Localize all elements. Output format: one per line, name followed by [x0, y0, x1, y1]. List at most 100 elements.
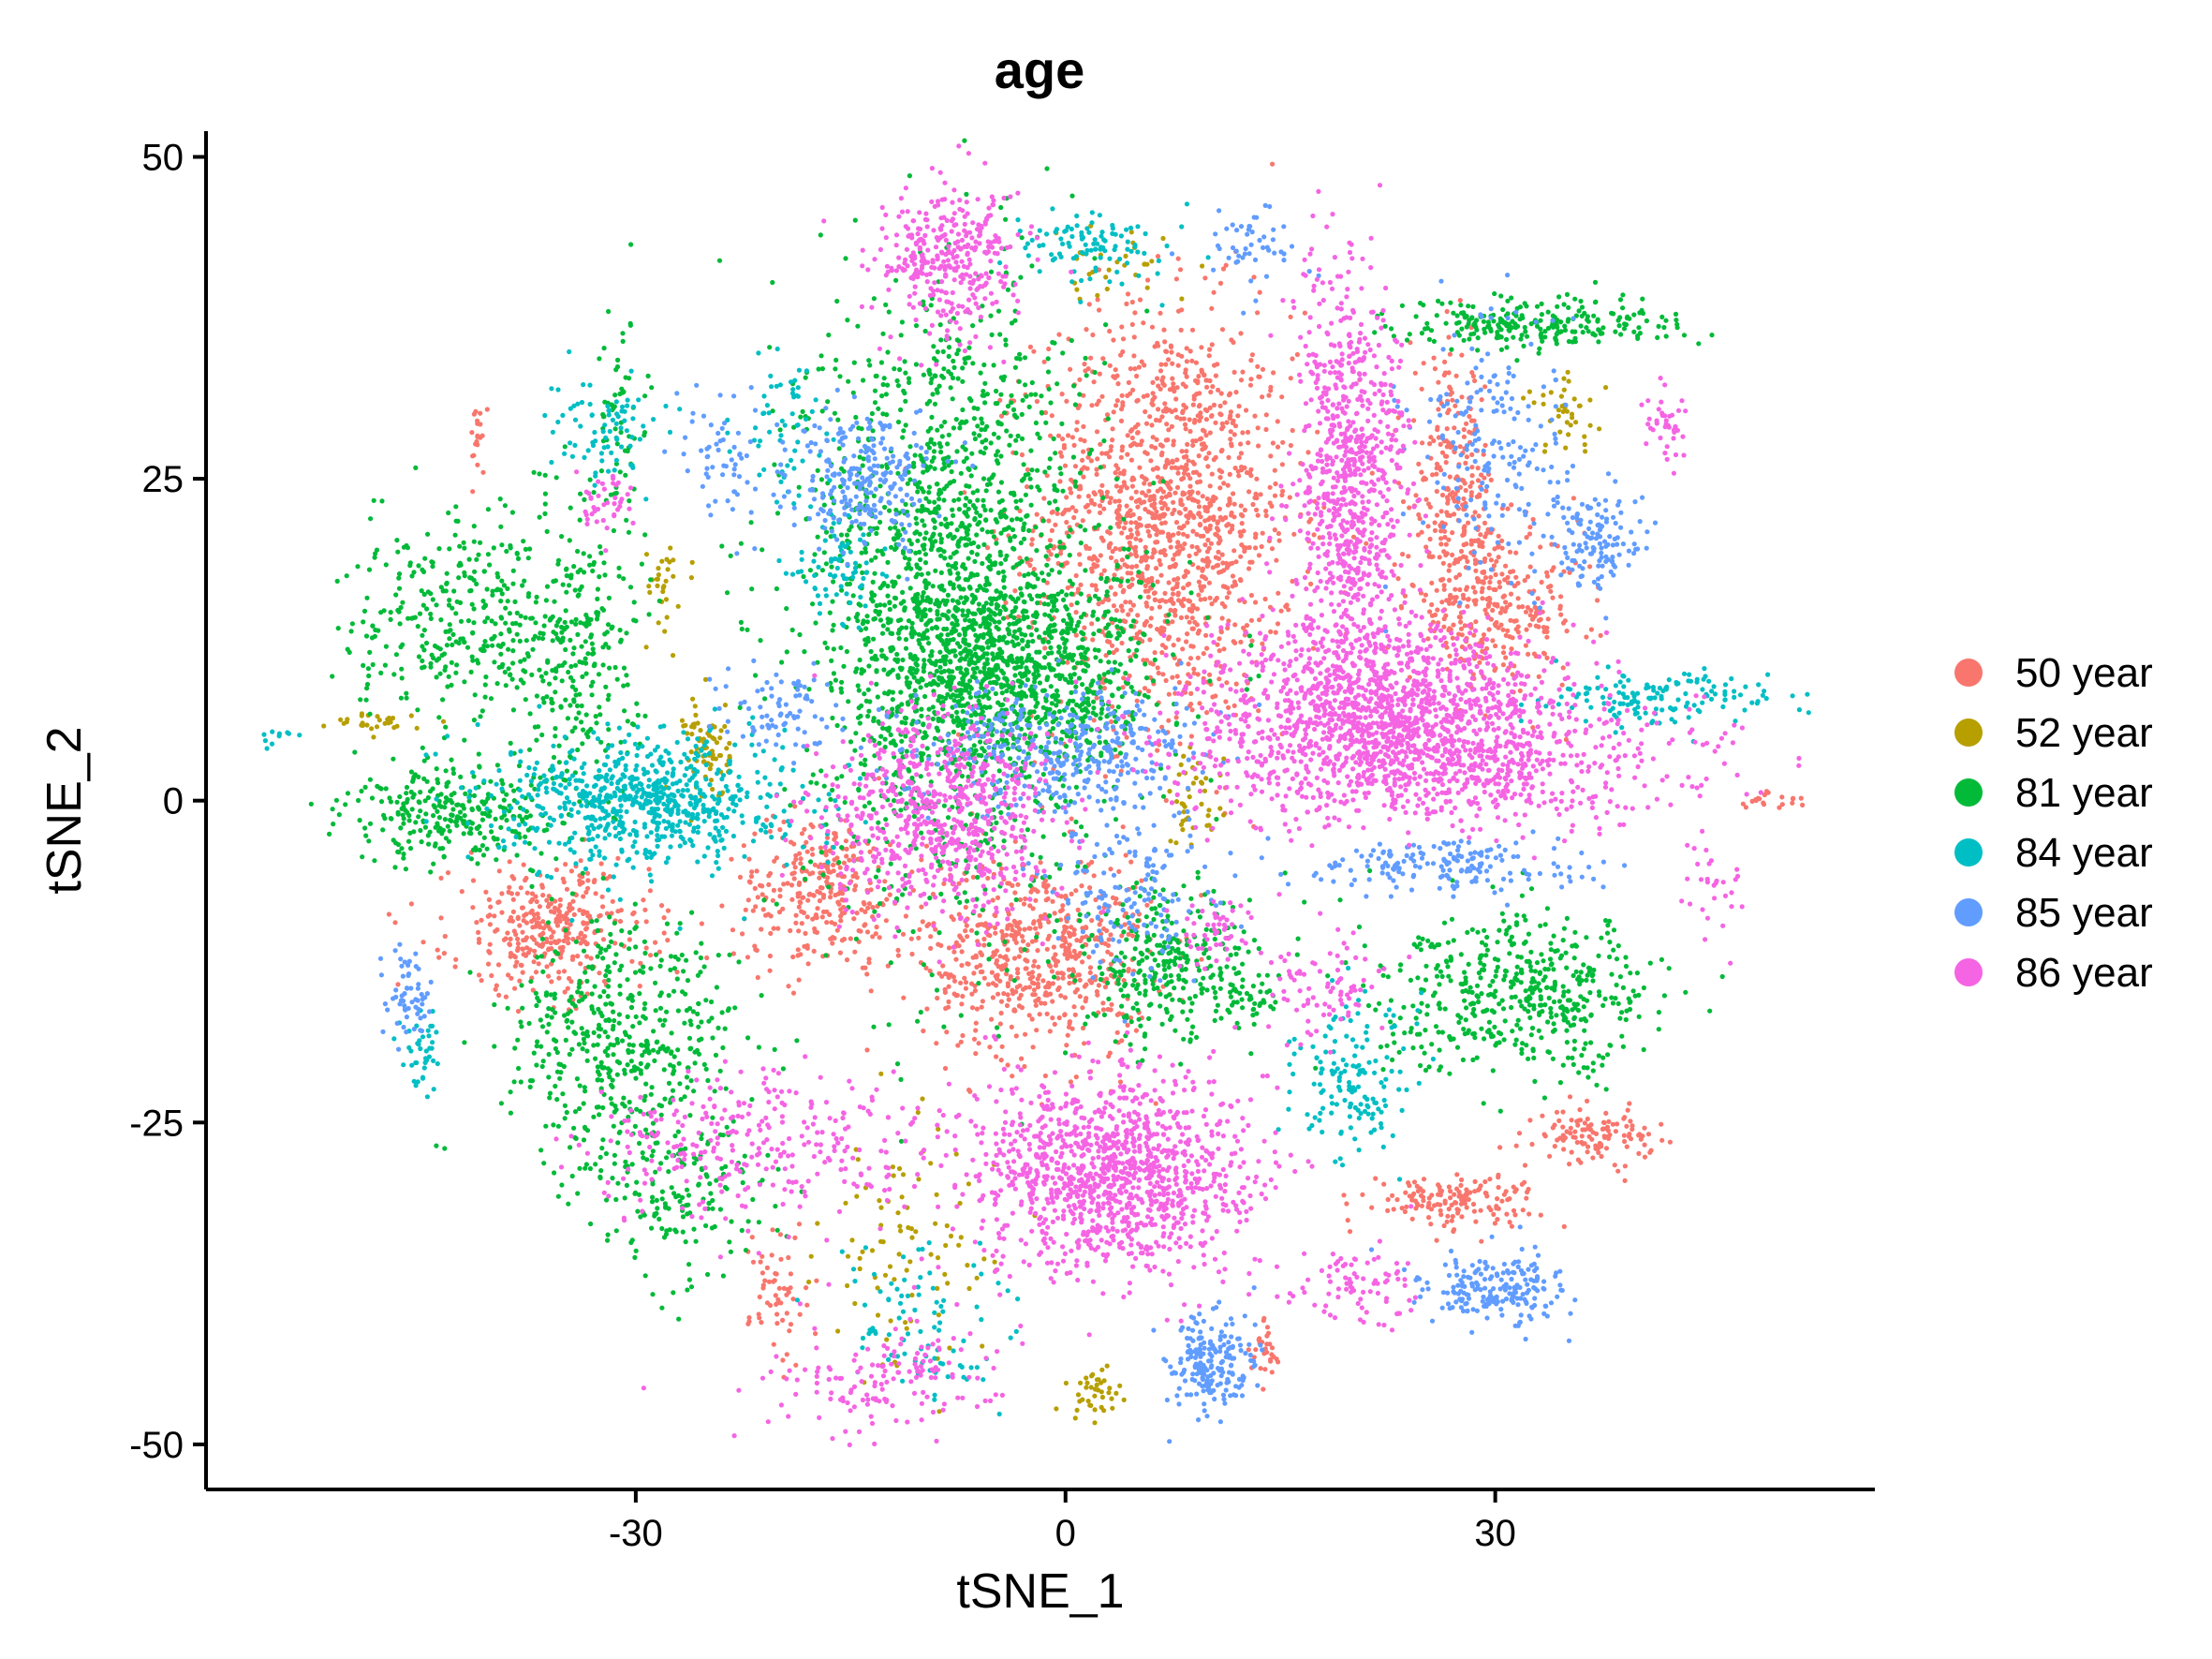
- data-point: [1459, 1177, 1465, 1183]
- data-point: [1129, 564, 1135, 570]
- data-point: [928, 945, 934, 952]
- data-point: [1179, 353, 1185, 359]
- data-point: [508, 936, 513, 942]
- data-point: [1258, 1366, 1263, 1371]
- data-point: [1185, 533, 1190, 540]
- data-point: [1429, 580, 1435, 586]
- data-point: [1045, 896, 1051, 902]
- data-point: [1099, 482, 1105, 488]
- data-point: [597, 912, 603, 918]
- data-point: [851, 916, 857, 922]
- data-point: [1073, 632, 1079, 638]
- data-point: [1024, 393, 1029, 399]
- data-point: [807, 871, 813, 877]
- data-point: [1011, 918, 1017, 925]
- data-point: [1057, 551, 1064, 556]
- data-point: [936, 1126, 941, 1132]
- data-point: [1133, 544, 1139, 550]
- data-point: [1268, 1356, 1274, 1362]
- data-point: [665, 938, 671, 943]
- data-point: [1031, 348, 1037, 354]
- data-point: [1288, 376, 1293, 381]
- data-point: [1108, 961, 1113, 967]
- data-point: [1193, 551, 1199, 556]
- data-point: [1103, 451, 1109, 456]
- data-point: [546, 901, 553, 907]
- data-point: [1126, 612, 1131, 617]
- data-point: [1496, 1206, 1501, 1211]
- data-point: [1065, 585, 1070, 591]
- data-point: [1278, 608, 1284, 614]
- data-point: [1054, 511, 1060, 516]
- data-point: [772, 858, 777, 864]
- data-point: [1254, 476, 1260, 481]
- data-point: [820, 895, 827, 900]
- data-point: [1155, 254, 1161, 259]
- data-point: [1039, 745, 1044, 750]
- data-point: [1463, 487, 1468, 494]
- data-point: [1257, 617, 1262, 623]
- data-point: [1448, 1195, 1453, 1201]
- data-point: [1082, 362, 1087, 367]
- data-point: [1109, 1001, 1114, 1007]
- data-point: [1248, 377, 1254, 382]
- data-point: [549, 935, 554, 941]
- data-point: [1164, 348, 1170, 354]
- data-point: [960, 1032, 966, 1039]
- data-point: [1016, 378, 1022, 384]
- data-point: [557, 903, 563, 909]
- data-point: [1053, 451, 1058, 456]
- data-point: [981, 942, 987, 948]
- data-point: [1156, 407, 1161, 412]
- data-point: [1790, 800, 1795, 806]
- data-point: [1226, 522, 1231, 527]
- data-point: [741, 843, 746, 849]
- data-point: [1587, 422, 1593, 428]
- data-point: [1121, 526, 1127, 531]
- data-point: [1428, 435, 1434, 440]
- data-point: [1091, 873, 1097, 879]
- data-point: [766, 1279, 773, 1284]
- data-point: [1435, 424, 1440, 430]
- data-point: [1005, 926, 1010, 931]
- data-point: [978, 739, 983, 745]
- data-point: [1385, 1207, 1391, 1213]
- data-point: [1088, 458, 1094, 464]
- data-point: [1051, 944, 1056, 950]
- data-point: [1003, 216, 1009, 222]
- data-point: [507, 941, 512, 947]
- data-point: [1095, 297, 1100, 303]
- data-point: [929, 414, 935, 420]
- data-point: [956, 881, 962, 886]
- data-point: [882, 504, 888, 511]
- data-point: [531, 959, 537, 965]
- data-point: [1599, 1153, 1604, 1160]
- data-point: [1606, 1118, 1612, 1124]
- data-point: [1208, 541, 1214, 546]
- data-point: [957, 425, 963, 431]
- data-point: [1571, 496, 1576, 501]
- data-point: [975, 874, 981, 881]
- data-point: [863, 757, 868, 763]
- data-point: [998, 1058, 1004, 1063]
- data-point: [1184, 615, 1189, 620]
- data-point: [1202, 372, 1207, 378]
- data-point: [812, 862, 818, 867]
- data-point: [1129, 299, 1135, 305]
- data-point: [1173, 276, 1179, 282]
- data-point: [1214, 595, 1219, 601]
- data-point: [1162, 465, 1168, 470]
- data-point: [1054, 1406, 1059, 1412]
- data-point: [1163, 494, 1169, 499]
- data-point: [1541, 1132, 1547, 1137]
- data-point: [569, 956, 576, 962]
- data-point: [1538, 544, 1543, 550]
- data-point: [1526, 1211, 1532, 1217]
- data-point: [906, 1224, 911, 1231]
- data-point: [1039, 532, 1044, 538]
- data-point: [800, 408, 805, 414]
- data-point: [1005, 947, 1010, 953]
- data-point: [1166, 691, 1172, 697]
- data-point: [971, 416, 977, 422]
- data-point: [1108, 932, 1113, 938]
